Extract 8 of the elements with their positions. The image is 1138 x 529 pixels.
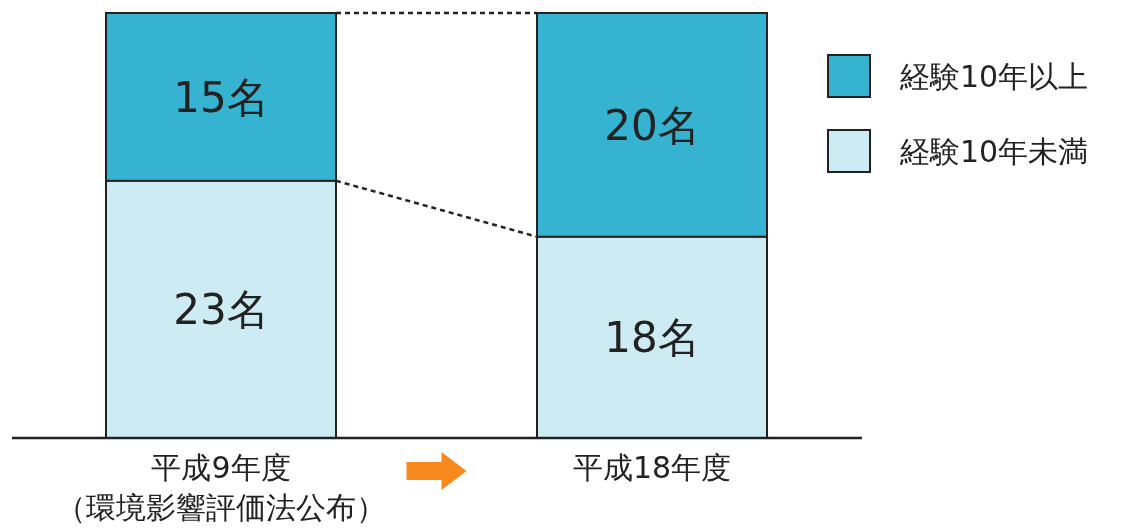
legend-label: 経験10年未満 — [899, 134, 1089, 169]
x-tick-label: 平成9年度（環境影響評価法公布） — [55, 449, 387, 527]
x-tick-label: 平成18年度 — [571, 449, 733, 487]
data-label: 23名 — [173, 285, 269, 335]
legend-label: 経験10年以上 — [899, 59, 1089, 94]
data-label: 15名 — [173, 72, 269, 122]
data-label: 18名 — [604, 313, 700, 363]
data-label: 20名 — [604, 100, 700, 150]
